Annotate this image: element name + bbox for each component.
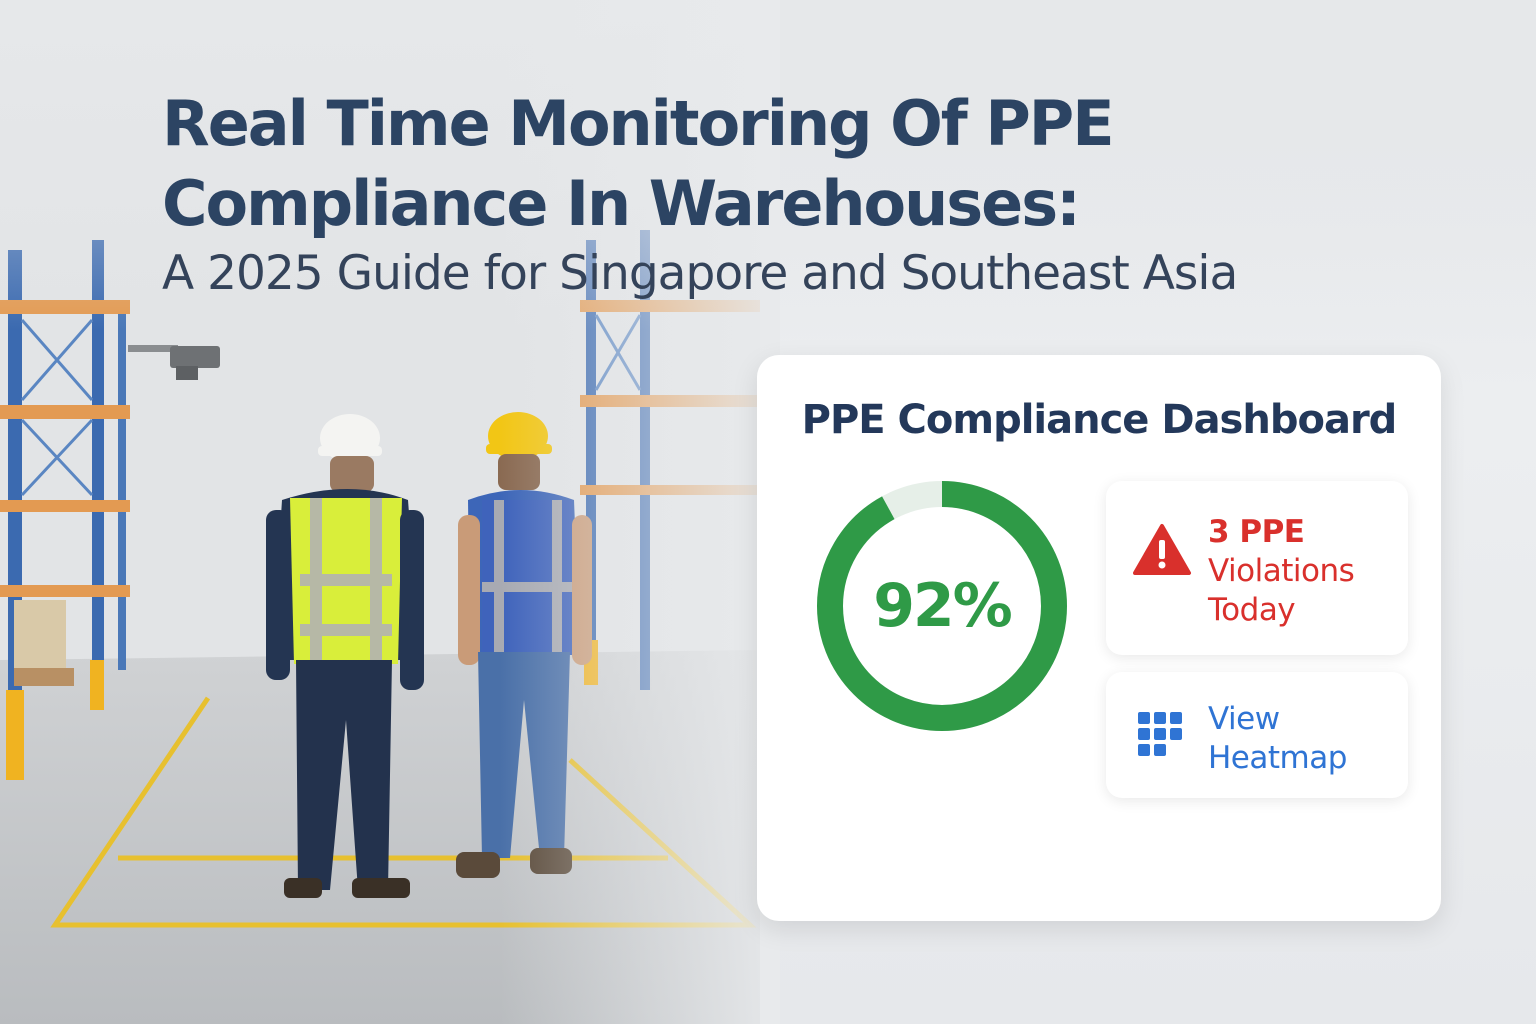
heatmap-label-line-2[interactable]: Heatmap — [1208, 740, 1347, 776]
violations-count: 3 PPE — [1208, 514, 1305, 550]
violations-period: Today — [1208, 592, 1296, 628]
view-heatmap-button[interactable]: View Heatmap — [1106, 672, 1408, 798]
compliance-dashboard-panel: PPE Compliance Dashboard 92% 3 PPE Viola… — [757, 355, 1441, 921]
worker-hi-vis-vest — [266, 414, 424, 898]
page-subtitle: A 2025 Guide for Singapore and Southeast… — [162, 246, 1238, 301]
left-storage-rack — [0, 240, 130, 780]
page-title-line-2: Compliance In Warehouses: — [162, 167, 1081, 240]
page-title-line-1: Real Time Monitoring Of PPE — [162, 87, 1115, 160]
gauge-progress-arc — [817, 481, 1067, 731]
grid-icon — [1138, 712, 1182, 756]
security-camera — [128, 345, 220, 380]
heatmap-label[interactable]: View Heatmap — [1208, 700, 1404, 778]
dashboard-title: PPE Compliance Dashboard — [801, 397, 1398, 443]
heatmap-label-line-1[interactable]: View — [1208, 701, 1280, 737]
headline: Real Time Monitoring Of PPE Compliance I… — [162, 84, 1462, 304]
violations-card[interactable]: 3 PPE Violations Today — [1106, 481, 1408, 655]
compliance-gauge — [817, 481, 1067, 731]
compliance-percentage: 92% — [873, 571, 1013, 641]
violations-summary: 3 PPE Violations Today — [1208, 513, 1404, 630]
warning-triangle-icon — [1133, 524, 1191, 575]
violations-label: Violations — [1208, 553, 1355, 589]
